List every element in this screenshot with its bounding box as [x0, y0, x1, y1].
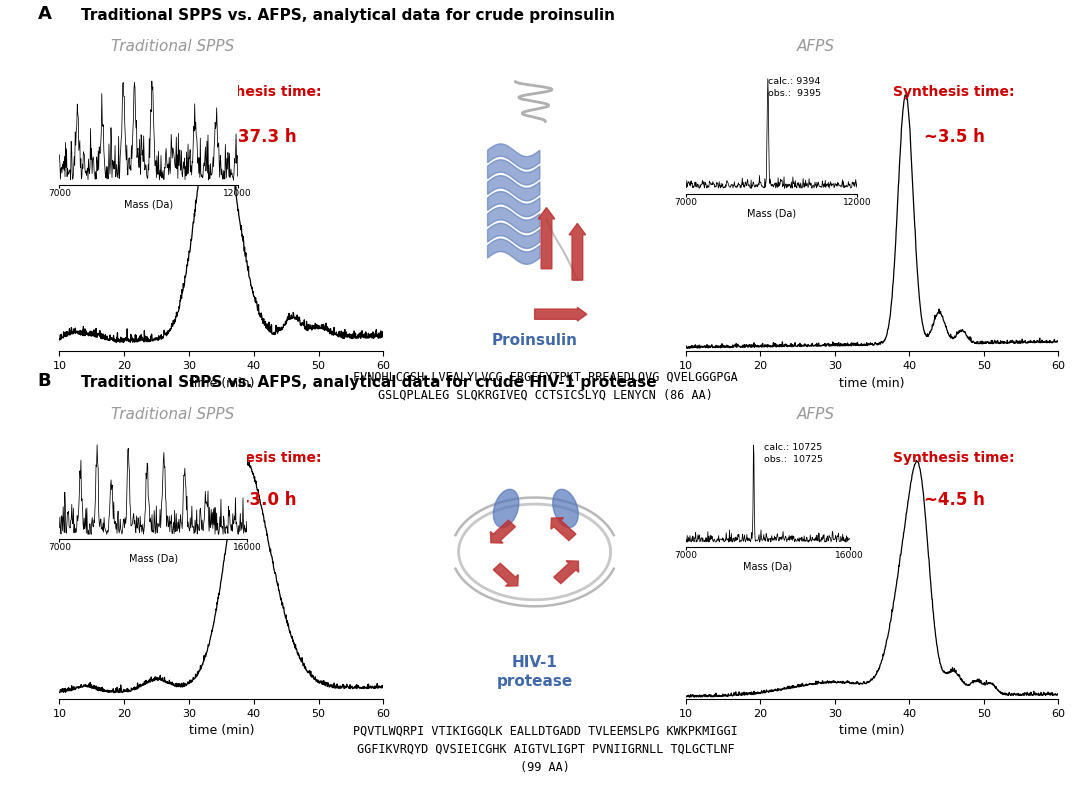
Text: Synthesis time:: Synthesis time: — [893, 451, 1015, 465]
X-axis label: time (min): time (min) — [839, 377, 905, 389]
Ellipse shape — [494, 490, 518, 528]
Text: ~4.5 h: ~4.5 h — [923, 491, 985, 509]
FancyArrow shape — [569, 224, 585, 280]
Ellipse shape — [553, 490, 578, 528]
X-axis label: time (min): time (min) — [839, 724, 905, 737]
Text: A: A — [38, 5, 52, 23]
Text: Synthesis time:: Synthesis time: — [200, 451, 321, 465]
X-axis label: time (min): time (min) — [189, 724, 254, 737]
Text: Traditional SPPS vs. AFPS, analytical data for crude proinsulin: Traditional SPPS vs. AFPS, analytical da… — [81, 7, 615, 23]
Text: AFPS: AFPS — [797, 406, 835, 422]
Text: Traditional SPPS: Traditional SPPS — [111, 39, 234, 54]
X-axis label: time (min): time (min) — [189, 377, 254, 389]
Text: AFPS: AFPS — [797, 39, 835, 54]
Text: Synthesis time:: Synthesis time: — [893, 85, 1015, 99]
FancyArrow shape — [494, 563, 518, 586]
Text: ~43.0 h: ~43.0 h — [224, 491, 297, 509]
Text: ~37.3 h: ~37.3 h — [224, 128, 297, 145]
FancyArrow shape — [490, 520, 515, 543]
FancyArrow shape — [535, 307, 586, 321]
Text: Synthesis time:: Synthesis time: — [200, 85, 321, 99]
Text: Traditional SPPS: Traditional SPPS — [111, 406, 234, 422]
FancyArrow shape — [538, 208, 555, 269]
Text: HIV-1
protease: HIV-1 protease — [497, 655, 572, 689]
Text: FVNQHLCGSH LVEALYLVCG ERGFFYTPKT RREAEDLQVG QVELGGGPGA
GSLQPLALEG SLQKRGIVEQ CCT: FVNQHLCGSH LVEALYLVCG ERGFFYTPKT RREAEDL… — [353, 370, 738, 402]
FancyArrow shape — [554, 561, 579, 583]
Text: Proinsulin: Proinsulin — [491, 333, 578, 348]
Text: Traditional SPPS vs. AFPS, analytical data for crude HIV-1 protease: Traditional SPPS vs. AFPS, analytical da… — [81, 375, 657, 390]
Text: PQVTLWQRPI VTIKIGGQLK EALLDTGADD TVLEEMSLPG KWKPKMIGGI
GGFIKVRQYD QVSIEICGHK AIG: PQVTLWQRPI VTIKIGGQLK EALLDTGADD TVLEEMS… — [353, 725, 738, 774]
Text: B: B — [38, 372, 52, 390]
Text: ~3.5 h: ~3.5 h — [923, 128, 985, 145]
FancyArrow shape — [551, 518, 576, 541]
